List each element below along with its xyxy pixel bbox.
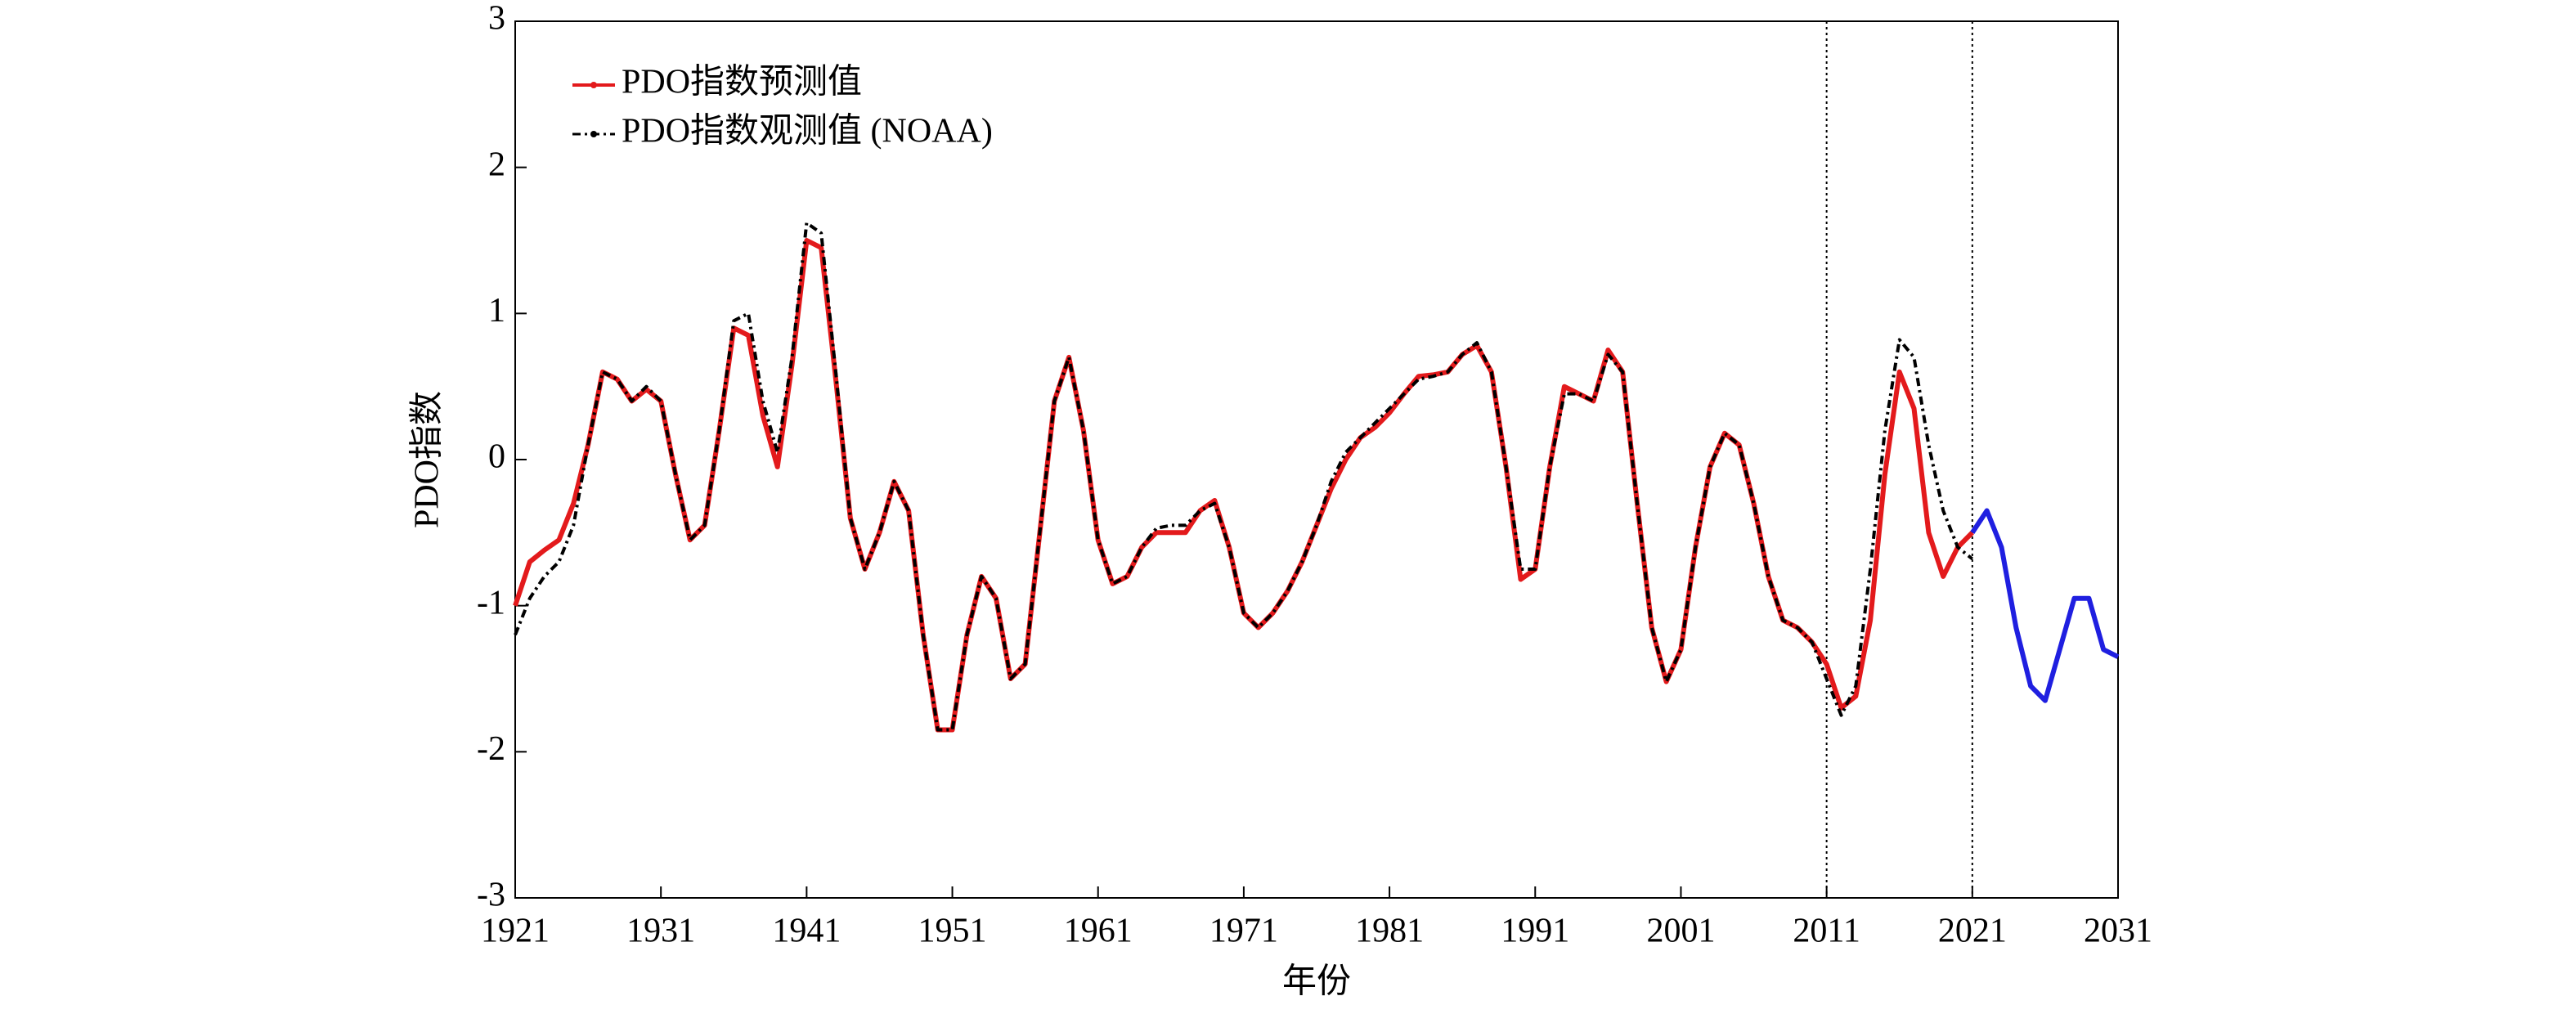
x-tick-label: 1991 — [1501, 913, 1569, 950]
x-tick-label: 1941 — [772, 913, 841, 950]
x-tick-label: 2001 — [1646, 913, 1715, 950]
data-line — [1970, 508, 2120, 703]
legend-label: PDO指数观测值 (NOAA) — [622, 113, 993, 150]
y-tick-label: 1 — [488, 292, 505, 330]
y-tick-label: 0 — [488, 438, 505, 476]
x-tick-label: 2031 — [2084, 913, 2152, 950]
y-tick-label: 2 — [488, 146, 505, 183]
x-axis-label: 年份 — [1282, 962, 1351, 1001]
x-tick-label: 1971 — [1209, 913, 1278, 950]
y-tick-label: -3 — [477, 877, 505, 914]
legend-marker — [590, 131, 597, 137]
y-tick-label: 3 — [488, 0, 505, 38]
x-tick-label: 1981 — [1355, 913, 1424, 950]
y-axis-label: PDO指数 — [409, 391, 447, 528]
data-line — [514, 221, 1974, 732]
legend-marker — [590, 82, 597, 88]
plot-frame — [514, 20, 2119, 899]
legend-label: PDO指数预测值 — [622, 64, 862, 101]
x-tick-label: 1931 — [626, 913, 695, 950]
x-tick-label: 1951 — [918, 913, 987, 950]
x-tick-label: 2021 — [1938, 913, 2007, 950]
data-line — [513, 238, 1974, 733]
x-tick-label: 2011 — [1793, 913, 1860, 950]
x-tick-label: 1921 — [481, 913, 550, 950]
x-tick-label: 1961 — [1064, 913, 1133, 950]
y-tick-label: -2 — [477, 730, 505, 768]
y-tick-label: -1 — [477, 584, 505, 621]
